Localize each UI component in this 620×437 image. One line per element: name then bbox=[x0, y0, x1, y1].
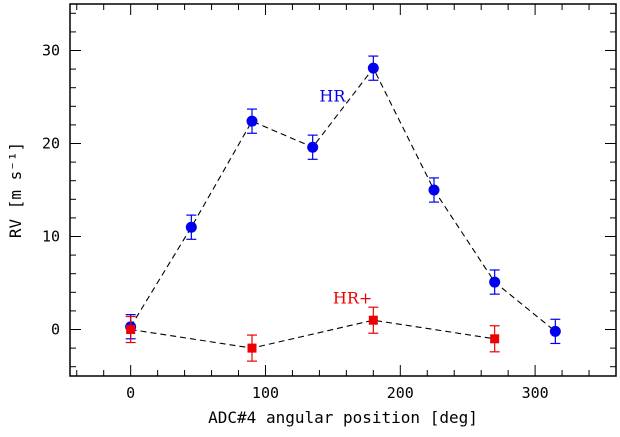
data-point bbox=[367, 62, 379, 74]
annotations: HR HR+ bbox=[319, 87, 372, 308]
data-point bbox=[428, 184, 440, 196]
series-line bbox=[130, 67, 556, 332]
y-tick-label: 10 bbox=[42, 228, 60, 246]
y-tick-label: 20 bbox=[42, 135, 60, 153]
data-point bbox=[368, 315, 378, 325]
data-point bbox=[307, 141, 319, 153]
y-tick-label: 30 bbox=[42, 42, 60, 60]
y-axis-label: RV [m s⁻¹] bbox=[6, 142, 25, 238]
data-point bbox=[247, 343, 257, 353]
x-tick-label: 100 bbox=[252, 384, 279, 402]
y-tick-label: 0 bbox=[51, 321, 60, 339]
data-point bbox=[126, 325, 136, 334]
data-point bbox=[185, 221, 197, 233]
data-point bbox=[490, 334, 500, 344]
data-point bbox=[246, 115, 258, 127]
series-layer bbox=[125, 55, 561, 362]
data-point bbox=[549, 325, 561, 337]
tick-labels: 0 100 200 300 0 10 20 30 bbox=[42, 42, 549, 403]
x-tick-label: 300 bbox=[522, 384, 549, 402]
plot-frame bbox=[69, 3, 617, 377]
x-tick-label: 200 bbox=[387, 384, 414, 402]
x-axis-label: ADC#4 angular position [deg] bbox=[208, 408, 478, 427]
series-line bbox=[130, 319, 495, 349]
axis-ticks bbox=[70, 4, 617, 376]
series-label-hr: HR bbox=[319, 87, 346, 106]
data-point bbox=[489, 276, 501, 288]
series-label-hr-: HR+ bbox=[333, 288, 372, 307]
series-hr- bbox=[125, 306, 500, 362]
x-tick-label: 0 bbox=[126, 384, 135, 402]
